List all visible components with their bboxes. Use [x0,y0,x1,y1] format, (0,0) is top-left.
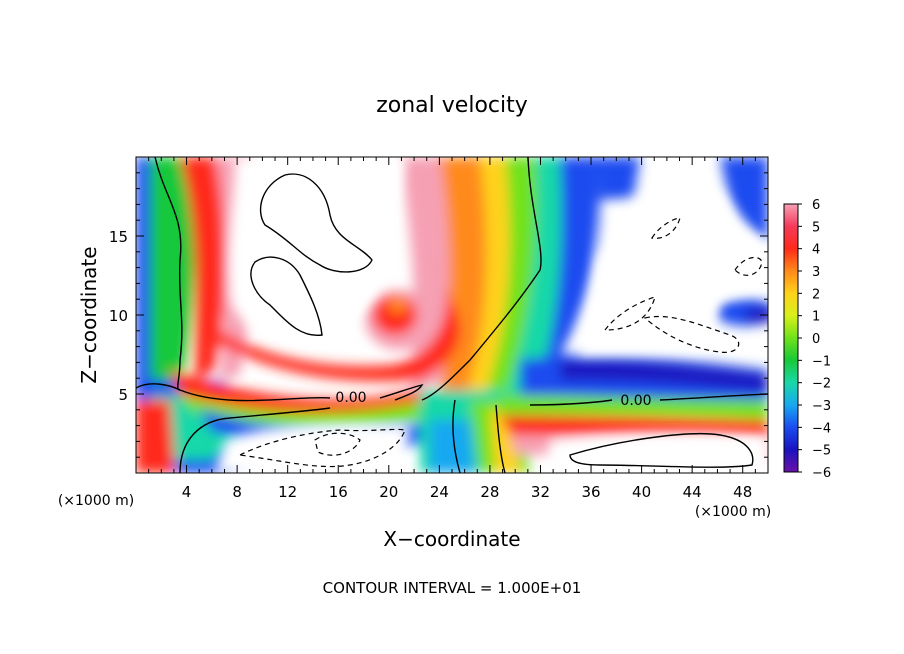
colorbar-tick-label: 2 [812,287,820,302]
velocity-field [136,157,768,473]
chart-title: zonal velocity [376,93,528,118]
contour-dash-1 [603,296,656,331]
pocket-lower-right [545,431,768,473]
y-ticks: 5 10 15 [109,172,768,458]
colorbar-tick-label: 1 [812,310,820,325]
colorbar-tick-label: −5 [812,444,831,459]
contour-dash-3 [651,217,681,239]
x-tick-label: 8 [232,483,242,501]
field-center-blue [430,420,475,473]
field-topright-blue2 [720,157,768,240]
colorbar-tick-label: 4 [812,243,820,258]
contour-label-right: 0.00 [620,393,651,409]
white-pockets [215,157,768,473]
x-tick-label: 44 [683,483,702,501]
x-tick-label: 32 [531,483,550,501]
contour-dash-6 [314,432,361,456]
colorbar-tick-label: 0 [812,332,820,347]
contour-dashed-lines [238,217,763,468]
footer-contour-interval: CONTOUR INTERVAL = 1.000E+01 [323,579,582,597]
field-band-red [170,370,440,415]
colorbar-tick-label: 6 [812,198,820,213]
contour-solid-bottom-column [452,399,506,473]
x-tick-label: 4 [182,483,192,501]
contour-solid-column [421,157,542,401]
contour-solid-island2 [250,256,323,336]
contour-label-left: 0.00 [335,390,366,406]
x-tick-label: 28 [480,483,499,501]
y-tick-label: 15 [109,228,128,246]
colorbar-tick-label: −4 [812,421,831,436]
x-tick-label: 16 [329,483,348,501]
field-column-cyan [500,157,570,410]
contour-solid-zero [136,383,424,402]
field-arc-red [220,260,460,382]
field-midright-purple [744,307,768,323]
pocket-lower-left [215,423,410,473]
pocket-upper-left [228,157,405,346]
plot-area: 0.00 0.00 [136,157,768,473]
field-column-blue [530,157,600,410]
contour-dash-2 [643,315,740,353]
y-tick-label: 10 [109,307,128,325]
field-right-purple [560,360,768,392]
contour-solid-left [154,157,183,391]
x-unit-label: (×1000 m) [695,504,771,520]
field-left-green [150,157,196,390]
y-tick-label: 5 [118,386,128,404]
field-lowleft-red [136,400,175,473]
colorbar-tick-label: −2 [812,377,831,392]
x-tick-label: 40 [632,483,651,501]
colorbar-tick-label: 5 [812,220,820,235]
colorbar [783,203,799,473]
colorbar-tick-label: −3 [812,399,831,414]
field-core-orange [388,297,408,313]
colorbar-tick-label: 3 [812,265,820,280]
contour-solid-lower-left-loop [179,407,331,473]
x-tick-label: 12 [278,483,297,501]
contour-solid-right-band [529,393,768,406]
field-right-green [500,395,768,420]
pocket-upper-right [560,190,768,355]
x-tick-label: 24 [430,483,449,501]
contour-lines [136,157,768,473]
y-unit-label: (×1000 m) [58,493,134,509]
colorbar-tick-label: −6 [812,466,831,481]
contour-dash-5 [238,428,406,468]
x-tick-label: 20 [379,483,398,501]
contour-dash-4 [734,256,763,276]
contour-solid-island3 [569,433,754,468]
colorbar-tick-label: −1 [812,354,831,369]
contour-solid-island1 [259,173,373,273]
colorbar-ticks: 6 5 4 3 2 1 0 −1 −2 −3 −4 −5 −6 [798,198,831,481]
x-tick-label: 48 [733,483,752,501]
x-tick-label: 36 [581,483,600,501]
field-left-red [180,157,232,380]
y-axis-label: Z−coordinate [77,246,101,383]
x-axis-label: X−coordinate [383,527,520,551]
x-ticks: 4 8 12 16 20 24 28 32 36 40 44 48 [148,157,756,501]
